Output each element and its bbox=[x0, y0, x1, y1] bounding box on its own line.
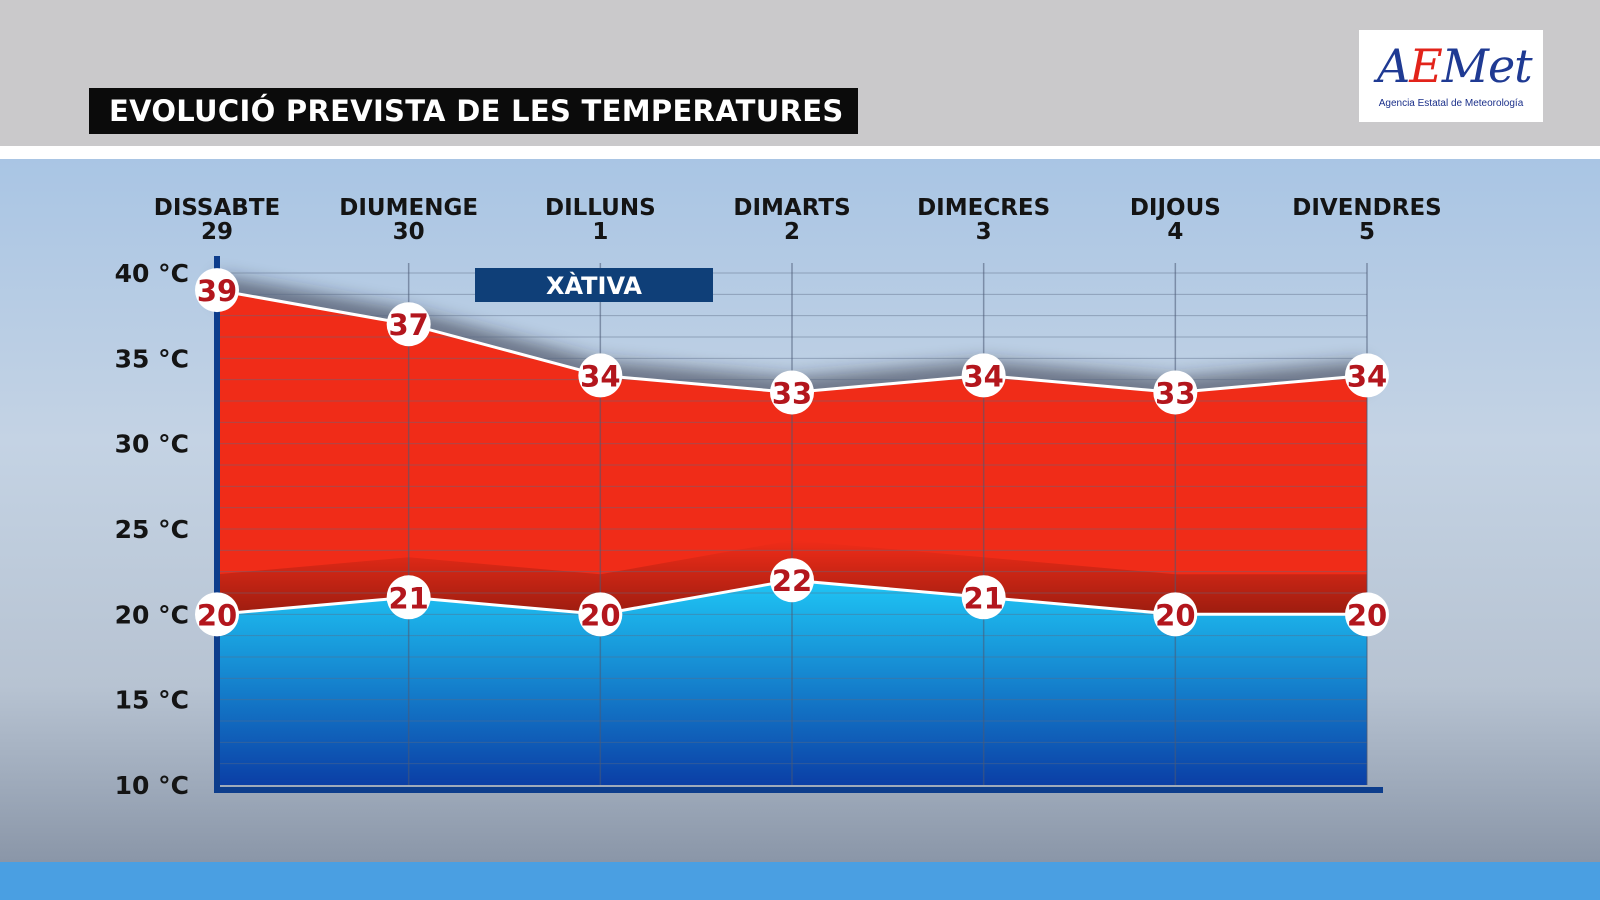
aemet-logo: AEMet Agencia Estatal de Meteorología bbox=[1359, 30, 1543, 122]
min-temperature-label: 21 bbox=[388, 581, 428, 615]
day-name-label: DIVENDRES bbox=[1292, 195, 1442, 221]
min-temperature-marker bbox=[386, 575, 431, 620]
header-separator bbox=[0, 146, 1600, 159]
page-title: EVOLUCIÓ PREVISTA DE LES TEMPERATURES bbox=[109, 94, 844, 128]
min-temperature-label: 20 bbox=[1347, 598, 1387, 632]
day-date-label: 29 bbox=[201, 219, 233, 245]
day-date-label: 3 bbox=[976, 219, 992, 245]
max-temperature-label: 34 bbox=[580, 359, 620, 393]
y-tick-label: 40 °C bbox=[115, 259, 189, 288]
y-tick-label: 20 °C bbox=[115, 600, 189, 629]
bottom-strip bbox=[0, 862, 1600, 900]
logo-subtitle: Agencia Estatal de Meteorología bbox=[1378, 98, 1524, 109]
day-name-label: DIUMENGE bbox=[339, 195, 478, 221]
y-tick-label: 35 °C bbox=[115, 344, 189, 373]
min-temperature-marker bbox=[770, 558, 814, 603]
day-name-label: DISSABTE bbox=[154, 195, 280, 221]
logo-letter: A bbox=[1377, 39, 1410, 93]
max-temperature-marker bbox=[578, 353, 623, 398]
day-date-label: 2 bbox=[784, 219, 800, 245]
max-temperature-marker bbox=[195, 268, 239, 313]
max-temperature-marker bbox=[1345, 353, 1389, 398]
day-name-label: DILLUNS bbox=[545, 195, 656, 221]
day-date-label: 1 bbox=[592, 219, 608, 245]
min-temperature-label: 20 bbox=[197, 598, 237, 632]
location-label: XÀTIVA bbox=[546, 271, 642, 300]
max-temperature-marker bbox=[770, 370, 814, 415]
max-temperature-marker bbox=[961, 353, 1006, 398]
max-temperature-label: 37 bbox=[388, 308, 428, 342]
logo-letter: t bbox=[1514, 39, 1532, 93]
logo-letter: M bbox=[1441, 39, 1489, 93]
logo-letter: E bbox=[1409, 39, 1443, 93]
day-date-label: 4 bbox=[1167, 219, 1183, 245]
y-tick-label: 10 °C bbox=[115, 771, 189, 800]
max-temperature-label: 33 bbox=[1155, 376, 1195, 410]
day-date-label: 5 bbox=[1359, 219, 1375, 245]
min-temperature-marker bbox=[1345, 592, 1389, 637]
min-temperature-label: 20 bbox=[580, 598, 620, 632]
location-box bbox=[475, 268, 713, 302]
min-temperature-marker bbox=[578, 592, 623, 637]
min-temperature-label: 22 bbox=[772, 564, 812, 598]
day-name-label: DIMARTS bbox=[733, 195, 850, 221]
logo-wordmark: AEMet bbox=[1377, 36, 1533, 96]
min-temperature-marker bbox=[961, 575, 1006, 620]
min-temperature-label: 21 bbox=[963, 581, 1003, 615]
max-temperature-label: 39 bbox=[197, 274, 237, 308]
title-banner: EVOLUCIÓ PREVISTA DE LES TEMPERATURES bbox=[89, 88, 858, 134]
min-temperature-marker bbox=[195, 592, 239, 637]
max-temperature-label: 34 bbox=[963, 359, 1003, 393]
y-tick-label: 25 °C bbox=[115, 515, 189, 544]
max-temperature-label: 33 bbox=[772, 376, 812, 410]
logo-letter: e bbox=[1487, 39, 1515, 93]
y-tick-label: 30 °C bbox=[115, 430, 189, 459]
day-name-label: DIJOUS bbox=[1130, 195, 1221, 221]
day-date-label: 30 bbox=[393, 219, 425, 245]
max-temperature-marker bbox=[386, 302, 431, 347]
max-temperature-label: 34 bbox=[1347, 359, 1387, 393]
day-name-label: DIMECRES bbox=[917, 195, 1050, 221]
max-temperature-marker bbox=[1153, 370, 1198, 415]
max-shadow bbox=[217, 276, 1367, 403]
min-temperature-label: 20 bbox=[1155, 598, 1195, 632]
min-temperature-marker bbox=[1153, 592, 1198, 637]
y-tick-label: 15 °C bbox=[115, 686, 189, 715]
